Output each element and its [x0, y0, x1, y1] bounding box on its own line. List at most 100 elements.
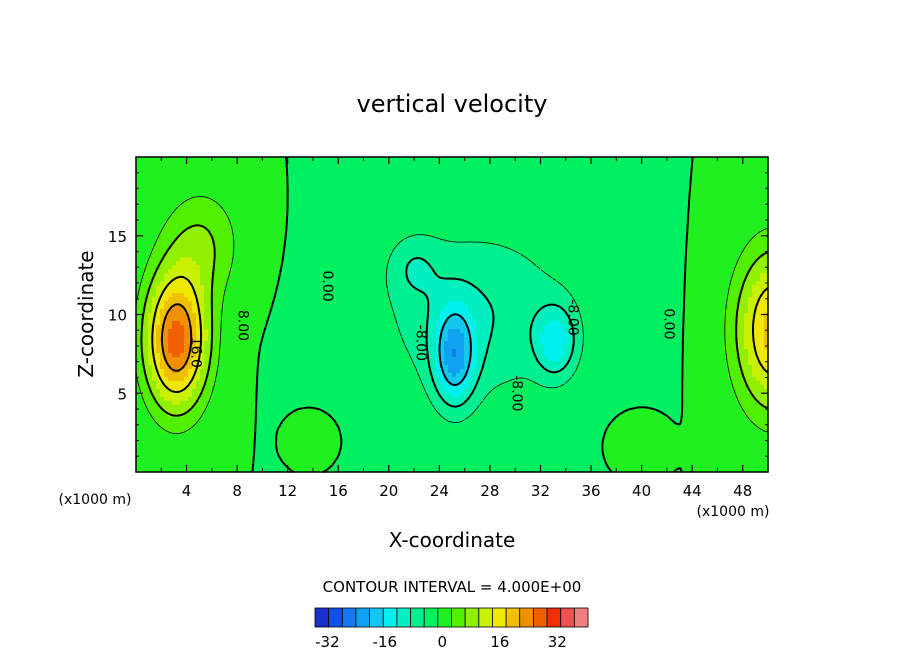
field-cell [724, 372, 729, 377]
field-cell [668, 440, 673, 445]
field-cell [384, 428, 389, 433]
field-cell [484, 364, 489, 369]
field-cell [752, 376, 757, 381]
field-cell [572, 424, 577, 429]
field-cell [548, 436, 553, 441]
field-cell [384, 456, 389, 461]
field-cell [760, 464, 765, 469]
field-cell [624, 416, 629, 421]
field-cell [292, 372, 297, 377]
field-cell [664, 364, 669, 369]
field-cell [232, 360, 237, 365]
field-cell [404, 404, 409, 409]
field-cell [456, 448, 461, 453]
field-cell [660, 396, 665, 401]
field-cell [224, 376, 229, 381]
field-cell [208, 392, 213, 397]
field-cell [476, 432, 481, 437]
field-cell [456, 440, 461, 445]
field-cell [164, 436, 169, 441]
field-cell [332, 464, 337, 469]
field-cell [708, 428, 713, 433]
field-cell [576, 380, 581, 385]
field-cell [732, 376, 737, 381]
field-cell [576, 420, 581, 425]
field-cell [332, 412, 337, 417]
field-cell [684, 396, 689, 401]
field-cell [712, 452, 717, 457]
field-cell [412, 448, 417, 453]
field-cell [640, 440, 645, 445]
field-cell [752, 368, 757, 373]
field-cell [436, 348, 441, 353]
field-cell [408, 468, 413, 473]
field-cell [240, 380, 245, 385]
field-cell [616, 376, 621, 381]
field-cell [268, 460, 273, 465]
field-cell [400, 388, 405, 393]
field-cell [248, 368, 253, 373]
field-cell [316, 412, 321, 417]
field-cell [280, 412, 285, 417]
field-cell [672, 376, 677, 381]
field-cell [332, 420, 337, 425]
field-cell [424, 432, 429, 437]
field-cell [340, 412, 345, 417]
field-cell [180, 448, 185, 453]
field-cell [320, 400, 325, 405]
field-cell [168, 360, 173, 365]
field-cell [364, 424, 369, 429]
field-cell [344, 400, 349, 405]
field-cell [540, 432, 545, 437]
field-cell [476, 468, 481, 473]
field-cell [216, 468, 221, 473]
field-cell [720, 460, 725, 465]
field-cell [588, 452, 593, 457]
field-cell [540, 368, 545, 373]
field-cell [476, 360, 481, 365]
field-cell [476, 424, 481, 429]
field-cell [256, 468, 261, 473]
field-cell [752, 348, 757, 353]
field-cell [476, 440, 481, 445]
field-cell [188, 364, 193, 369]
field-cell [204, 444, 209, 449]
field-cell [616, 348, 621, 353]
field-cell [268, 436, 273, 441]
field-cell [296, 372, 301, 377]
field-cell [320, 428, 325, 433]
field-cell [252, 412, 257, 417]
field-cell [240, 416, 245, 421]
field-cell [292, 456, 297, 461]
field-cell [712, 348, 717, 353]
field-cell [312, 396, 317, 401]
field-cell [496, 468, 501, 473]
field-cell [268, 396, 273, 401]
field-cell [588, 376, 593, 381]
field-cell [444, 384, 449, 389]
field-cell [520, 436, 525, 441]
field-cell [136, 440, 141, 445]
field-cell [176, 396, 181, 401]
field-cell [164, 408, 169, 413]
field-cell [528, 428, 533, 433]
field-cell [184, 440, 189, 445]
field-cell [292, 352, 297, 357]
field-cell [364, 388, 369, 393]
field-cell [528, 384, 533, 389]
field-cell [488, 364, 493, 369]
field-cell [648, 376, 653, 381]
field-cell [444, 440, 449, 445]
field-cell [196, 380, 201, 385]
field-cell [396, 356, 401, 361]
field-cell [256, 428, 261, 433]
field-cell [372, 376, 377, 381]
field-cell [152, 348, 157, 353]
field-cell [244, 396, 249, 401]
field-cell [232, 460, 237, 465]
field-cell [228, 408, 233, 413]
field-cell [320, 440, 325, 445]
field-cell [204, 364, 209, 369]
field-cell [516, 388, 521, 393]
field-cell [440, 352, 445, 357]
